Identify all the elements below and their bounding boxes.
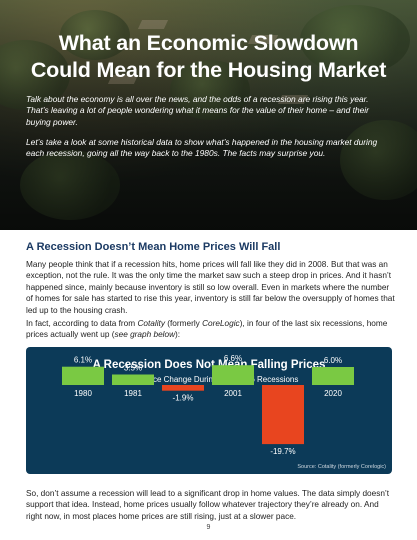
intro-paragraph-2: Let’s take a look at some historical dat… bbox=[26, 137, 378, 159]
page-number: 9 bbox=[206, 524, 211, 531]
section-heading: A Recession Doesn’t Mean Home Prices Wil… bbox=[26, 241, 281, 253]
body-paragraph-3: So, don’t assume a recession will lead t… bbox=[26, 489, 390, 521]
chart-bar bbox=[62, 366, 104, 385]
paragraph-text: ): bbox=[175, 330, 181, 340]
chart-plot-area: 6.1% 1980 3.5% 1981 -1.9% 6.6% 2001 -19.7% 6.0% 2… bbox=[62, 354, 354, 456]
hero-banner: What an Economic Slowdown Could Mean for… bbox=[0, 0, 417, 230]
chart-category-label: 2001 bbox=[224, 389, 242, 398]
see-graph-note: see graph below bbox=[114, 330, 176, 340]
chart-bar bbox=[212, 365, 254, 385]
paragraph-text: In fact, according to data from bbox=[26, 319, 138, 328]
source-former-name: CoreLogic bbox=[202, 319, 240, 328]
chart-value-label: 6.6% bbox=[224, 354, 242, 363]
chart-bar bbox=[112, 374, 154, 385]
chart-category-label: 1980 bbox=[74, 389, 92, 398]
chart-category-label: 1981 bbox=[124, 389, 142, 398]
page-title: What an Economic Slowdown Could Mean for… bbox=[10, 30, 407, 84]
paragraph-text: (formerly bbox=[164, 319, 203, 328]
chart-value-label: -19.7% bbox=[270, 447, 295, 456]
page-title-line-1: What an Economic Slowdown bbox=[58, 31, 359, 55]
intro-paragraph-1: Talk about the economy is all over the n… bbox=[26, 94, 369, 127]
chart-value-label: 6.0% bbox=[324, 356, 342, 365]
chart-subtitle: Home Price Change During the Last 6 Rece… bbox=[119, 375, 299, 384]
source-name: Cotality bbox=[137, 319, 165, 328]
chart-bar bbox=[262, 385, 304, 445]
chart-category-label: 2020 bbox=[324, 389, 342, 398]
chart-bar bbox=[162, 385, 204, 391]
paragraph-text: ), in four of the last six recessions, h… bbox=[26, 319, 388, 340]
page-title-line-2: Could Mean for the Housing Market bbox=[30, 58, 387, 82]
chart-value-label: -1.9% bbox=[173, 394, 194, 403]
recession-chart: A Recession Does Not Mean Falling Prices… bbox=[26, 347, 392, 474]
chart-title: A Recession Does Not Mean Falling Prices bbox=[92, 359, 326, 371]
chart-value-label: 6.1% bbox=[74, 356, 92, 365]
body-paragraph-2: In fact, according to data from Cotality… bbox=[26, 318, 395, 341]
hero-overlay bbox=[0, 0, 417, 230]
body-paragraph-1: Many people think that if a recession hi… bbox=[26, 260, 395, 315]
chart-value-label: 3.5% bbox=[124, 364, 142, 373]
chart-source: Source: Cotality (formerly Corelogic) bbox=[297, 464, 386, 470]
chart-bar bbox=[312, 367, 354, 385]
